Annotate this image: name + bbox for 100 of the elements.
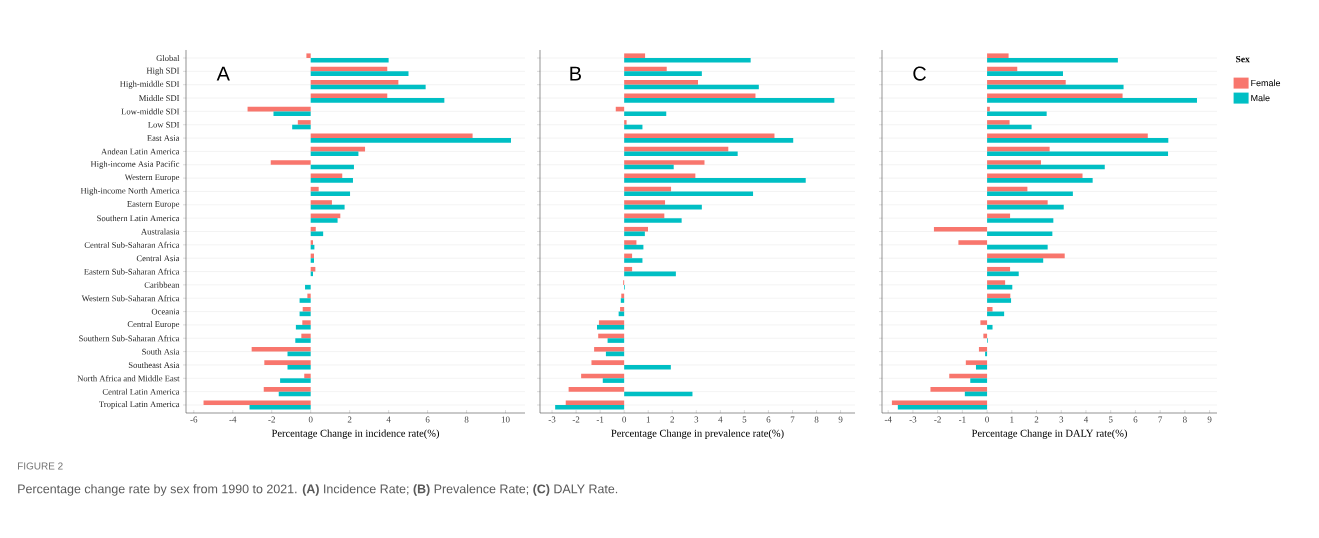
bar bbox=[307, 293, 311, 299]
bar bbox=[975, 364, 988, 370]
bar bbox=[310, 240, 314, 245]
x-tick-label: 2 bbox=[347, 416, 352, 423]
bar bbox=[987, 106, 990, 112]
bar bbox=[624, 200, 666, 205]
x-tick-label: -4 bbox=[884, 416, 892, 423]
bar bbox=[891, 400, 988, 405]
bar bbox=[310, 258, 314, 263]
bar bbox=[987, 160, 1041, 165]
legend-label: Male bbox=[1251, 94, 1270, 102]
x-tick-label: -2 bbox=[572, 416, 580, 423]
y-tick-label: Eastern Europe bbox=[127, 201, 180, 209]
x-tick-label: -3 bbox=[909, 416, 917, 423]
bar bbox=[624, 93, 756, 99]
bar bbox=[306, 53, 311, 58]
y-tick-label: Western Europe bbox=[124, 174, 180, 182]
y-tick-label: Middle SDI bbox=[139, 95, 180, 102]
y-tick-label: Central Sub-Saharan Africa bbox=[84, 241, 180, 248]
bar bbox=[624, 120, 627, 125]
bar bbox=[624, 53, 646, 58]
bar bbox=[624, 364, 671, 370]
bar bbox=[598, 320, 625, 325]
bar bbox=[310, 138, 511, 143]
y-tick-label: Global bbox=[156, 55, 180, 62]
y-tick-label: High-income North America bbox=[80, 187, 180, 196]
x-axis-title: Percentage Change in incidence rate(%) bbox=[271, 429, 439, 439]
bar bbox=[624, 151, 738, 157]
bar bbox=[297, 120, 311, 125]
bar bbox=[987, 120, 1010, 125]
bar bbox=[624, 138, 794, 143]
x-tick-label: 2 bbox=[670, 416, 675, 423]
bar bbox=[607, 338, 625, 343]
y-tick-label: High-middle SDI bbox=[120, 80, 180, 89]
x-tick-label: 7 bbox=[790, 416, 795, 423]
text: A bbox=[216, 66, 230, 81]
bar bbox=[280, 378, 311, 383]
bar bbox=[565, 400, 625, 405]
y-tick-label: Australasia bbox=[141, 228, 180, 235]
bar bbox=[310, 266, 316, 272]
bar bbox=[624, 80, 698, 85]
bar bbox=[304, 373, 311, 379]
x-tick-label: 3 bbox=[694, 416, 699, 423]
x-tick-label: -1 bbox=[596, 416, 604, 423]
bar bbox=[251, 347, 311, 352]
bar bbox=[310, 71, 409, 76]
x-tick-label: -2 bbox=[268, 416, 275, 423]
x-tick-label: 9 bbox=[1207, 416, 1212, 423]
y-tick-label: Central Asia bbox=[136, 255, 180, 262]
bar bbox=[287, 364, 311, 370]
bar bbox=[624, 58, 751, 63]
x-tick-label: 6 bbox=[425, 416, 430, 423]
bar bbox=[987, 71, 1063, 76]
bar bbox=[295, 324, 311, 330]
bar bbox=[295, 338, 311, 343]
bar bbox=[620, 306, 625, 312]
x-axis-title: Percentage Change in DALY rate(%) bbox=[971, 429, 1127, 439]
text: C bbox=[913, 66, 926, 81]
y-tick-label: North Africa and Middle East bbox=[77, 375, 180, 382]
bar bbox=[987, 80, 1066, 85]
bar bbox=[624, 191, 754, 197]
x-tick-label: 4 bbox=[718, 416, 723, 423]
bar bbox=[987, 93, 1123, 99]
bar bbox=[203, 400, 311, 405]
bar bbox=[310, 133, 473, 139]
bar bbox=[310, 93, 388, 99]
x-tick-label: -2 bbox=[934, 416, 941, 423]
y-tick-label: Low-middle SDI bbox=[121, 108, 180, 115]
bar bbox=[987, 306, 993, 312]
bar bbox=[310, 151, 359, 157]
legend-title: Sex bbox=[1236, 55, 1250, 63]
bar bbox=[310, 178, 353, 183]
y-tick-label: South Asia bbox=[142, 348, 180, 355]
x-tick-label: 2 bbox=[1034, 416, 1039, 423]
caption: FIGURE 2 bbox=[18, 462, 63, 470]
x-tick-label: -4 bbox=[229, 416, 237, 423]
bar bbox=[980, 320, 988, 325]
bar bbox=[624, 240, 637, 245]
x-tick-label: 8 bbox=[814, 416, 819, 423]
y-tick-label: Andean Latin America bbox=[101, 148, 180, 155]
x-tick-label: 3 bbox=[1059, 416, 1064, 423]
y-tick-label: Oceania bbox=[151, 308, 180, 315]
y-tick-label: Tropical Latin America bbox=[99, 401, 180, 409]
bar bbox=[987, 280, 1006, 285]
x-tick-label: -6 bbox=[190, 416, 198, 423]
bar bbox=[970, 378, 988, 383]
bar bbox=[310, 231, 324, 237]
y-tick-label: Caribbean bbox=[144, 281, 180, 288]
y-tick-label: High-income Asia Pacific bbox=[90, 160, 180, 169]
bar bbox=[555, 404, 625, 410]
x-tick-label: 4 bbox=[386, 416, 391, 423]
bar bbox=[310, 98, 445, 103]
bar bbox=[978, 347, 988, 352]
bar bbox=[624, 133, 775, 139]
y-tick-label: High SDI bbox=[146, 67, 180, 76]
bar bbox=[897, 404, 988, 410]
x-tick-label: 5 bbox=[742, 416, 747, 423]
bar bbox=[310, 200, 332, 205]
bar bbox=[310, 191, 351, 197]
text: Percentage change rate by sex from 1990 to 2021. (A) Incidence Rate; (B) Prevalence Rate; (C) DALY Rate. bbox=[18, 484, 618, 496]
